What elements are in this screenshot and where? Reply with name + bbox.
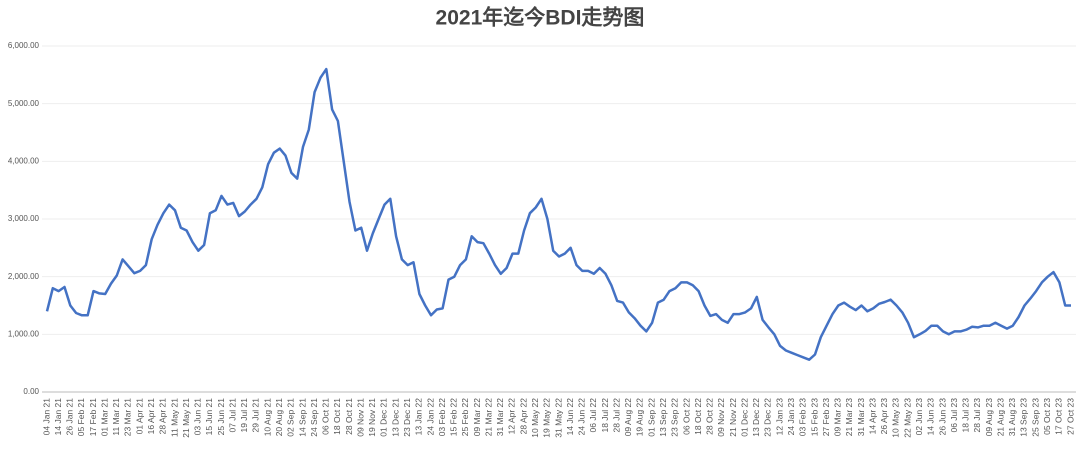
data-line [45, 67, 1071, 361]
x-tick-label: 06 Jul 23 [949, 398, 959, 433]
x-tick-label: 18 Jul 23 [961, 398, 971, 433]
x-tick-label: 01 Dec 21 [379, 398, 389, 437]
x-tick-label: 31 Mar 22 [495, 398, 505, 437]
x-tick-label: 28 Oct 22 [705, 398, 715, 435]
x-tick-label: 31 Aug 23 [1007, 398, 1017, 437]
x-tick-label: 03 Jun 21 [193, 398, 203, 436]
x-tick-label: 26 Apr 23 [879, 398, 889, 435]
x-tick-label: 13 Jan 22 [414, 398, 424, 436]
x-tick-label: 23 Sep 22 [670, 398, 680, 437]
x-tick-label: 28 Jul 23 [972, 398, 982, 433]
x-tick-label: 20 Aug 21 [274, 398, 284, 437]
x-tick-label: 21 Mar 22 [483, 398, 493, 437]
x-tick-label: 21 May 21 [181, 398, 191, 438]
x-tick-label: 22 May 23 [902, 398, 912, 438]
x-tick-label: 23 Dec 22 [763, 398, 773, 437]
x-tick-label: 06 Oct 22 [681, 398, 691, 435]
chart-title: 2021年迄今BDI走势图 [436, 6, 645, 30]
x-tick-label: 01 Dec 22 [739, 398, 749, 437]
x-tick-label: 15 Feb 22 [449, 398, 459, 437]
x-tick-label: 06 Jul 22 [588, 398, 598, 433]
x-tick-label: 07 Jul 21 [227, 398, 237, 433]
x-tick-label: 10 May 23 [891, 398, 901, 438]
x-tick-label: 06 Oct 21 [321, 398, 331, 435]
x-tick-label: 28 Oct 21 [344, 398, 354, 435]
y-tick-label: 6,000.00 [8, 41, 40, 50]
x-tick-label: 24 Sep 21 [309, 398, 319, 437]
x-tick-label: 27 Oct 23 [1065, 398, 1075, 435]
x-tick-label: 19 Nov 21 [367, 398, 377, 437]
x-tick-label: 11 Mar 21 [111, 398, 121, 436]
x-tick-label: 24 Jan 23 [786, 398, 796, 436]
x-tick-label: 21 Aug 23 [995, 398, 1005, 437]
x-tick-label: 14 Jan 21 [53, 398, 63, 436]
x-tick-label: 05 Feb 21 [76, 398, 86, 437]
x-tick-label: 05 Oct 23 [1042, 398, 1052, 435]
x-tick-label: 25 Jun 21 [216, 398, 226, 436]
x-tick-label: 04 Jan 21 [41, 398, 51, 436]
x-tick-label: 18 Oct 21 [332, 398, 342, 435]
x-tick-label: 09 Aug 23 [984, 398, 994, 437]
x-tick-label: 12 Apr 22 [507, 398, 517, 435]
x-tick-label: 09 Nov 22 [716, 398, 726, 437]
y-tick-label: 5,000.00 [8, 99, 40, 108]
x-tick-label: 16 Apr 21 [146, 398, 156, 435]
y-tick-label: 3,000.00 [8, 214, 40, 223]
y-tick-label: 0.00 [23, 387, 39, 396]
y-tick-label: 1,000.00 [8, 329, 40, 338]
x-tick-label: 27 Feb 23 [821, 398, 831, 437]
x-tick-label: 31 Mar 23 [856, 398, 866, 437]
x-tick-label: 14 Apr 23 [867, 398, 877, 435]
x-tick-label: 14 Sep 21 [297, 398, 307, 437]
x-tick-label: 11 May 21 [169, 398, 179, 437]
x-tick-label: 14 Jun 23 [926, 398, 936, 436]
x-tick-label: 31 May 22 [553, 398, 563, 438]
x-tick-label: 15 Feb 23 [809, 398, 819, 437]
x-tick-label: 19 May 22 [542, 398, 552, 438]
x-tick-label: 26 Jan 21 [65, 398, 75, 436]
x-tick-label: 17 Feb 21 [88, 398, 98, 437]
x-tick-label: 23 Dec 21 [402, 398, 412, 437]
x-tick-label: 01 Apr 21 [134, 398, 144, 435]
x-tick-label: 02 Sep 21 [286, 398, 296, 437]
x-tick-label: 19 Jul 21 [239, 398, 249, 433]
x-tick-label: 14 Jun 22 [565, 398, 575, 436]
x-tick-label: 29 Jul 21 [251, 398, 261, 433]
x-tick-label: 15 Jun 21 [204, 398, 214, 436]
x-tick-label: 09 Aug 22 [623, 398, 633, 437]
x-tick-label: 21 Mar 23 [844, 398, 854, 437]
y-tick-label: 4,000.00 [8, 156, 40, 165]
x-tick-label: 10 May 22 [530, 398, 540, 438]
x-tick-label: 28 Apr 21 [158, 398, 168, 435]
x-tick-label: 24 Jan 22 [425, 398, 435, 436]
x-tick-label: 26 Jun 23 [937, 398, 947, 436]
x-tick-label: 18 Jul 22 [600, 398, 610, 433]
x-tick-label: 18 Oct 22 [693, 398, 703, 435]
x-tick-label: 25 Feb 22 [460, 398, 470, 437]
x-tick-label: 10 Aug 21 [262, 398, 272, 437]
x-tick-label: 09 Mar 22 [472, 398, 482, 437]
x-tick-label: 19 Aug 22 [635, 398, 645, 437]
x-tick-label: 21 Nov 22 [728, 398, 738, 437]
x-tick-label: 13 Sep 23 [1019, 398, 1029, 437]
x-tick-label: 28 Jul 22 [611, 398, 621, 433]
x-tick-label: 01 Sep 22 [646, 398, 656, 437]
x-tick-label: 17 Oct 23 [1054, 398, 1064, 435]
x-tick-label: 03 Feb 22 [437, 398, 447, 437]
x-tick-label: 13 Dec 21 [390, 398, 400, 437]
x-tick-label: 09 Mar 23 [833, 398, 843, 437]
x-tick-label: 01 Mar 21 [99, 398, 109, 437]
x-tick-label: 13 Dec 22 [751, 398, 761, 437]
x-tick-label: 13 Sep 22 [658, 398, 668, 437]
x-tick-label: 23 Mar 21 [123, 398, 133, 437]
y-tick-label: 2,000.00 [8, 272, 40, 281]
x-tick-label: 02 Jun 23 [914, 398, 924, 436]
x-tick-label: 28 Apr 22 [518, 398, 528, 435]
x-tick-label: 09 Nov 21 [355, 398, 365, 437]
x-tick-label: 03 Feb 23 [798, 398, 808, 437]
x-tick-label: 12 Jan 23 [774, 398, 784, 436]
x-tick-label: 25 Sep 23 [1030, 398, 1040, 437]
x-tick-label: 24 Jun 22 [577, 398, 587, 436]
